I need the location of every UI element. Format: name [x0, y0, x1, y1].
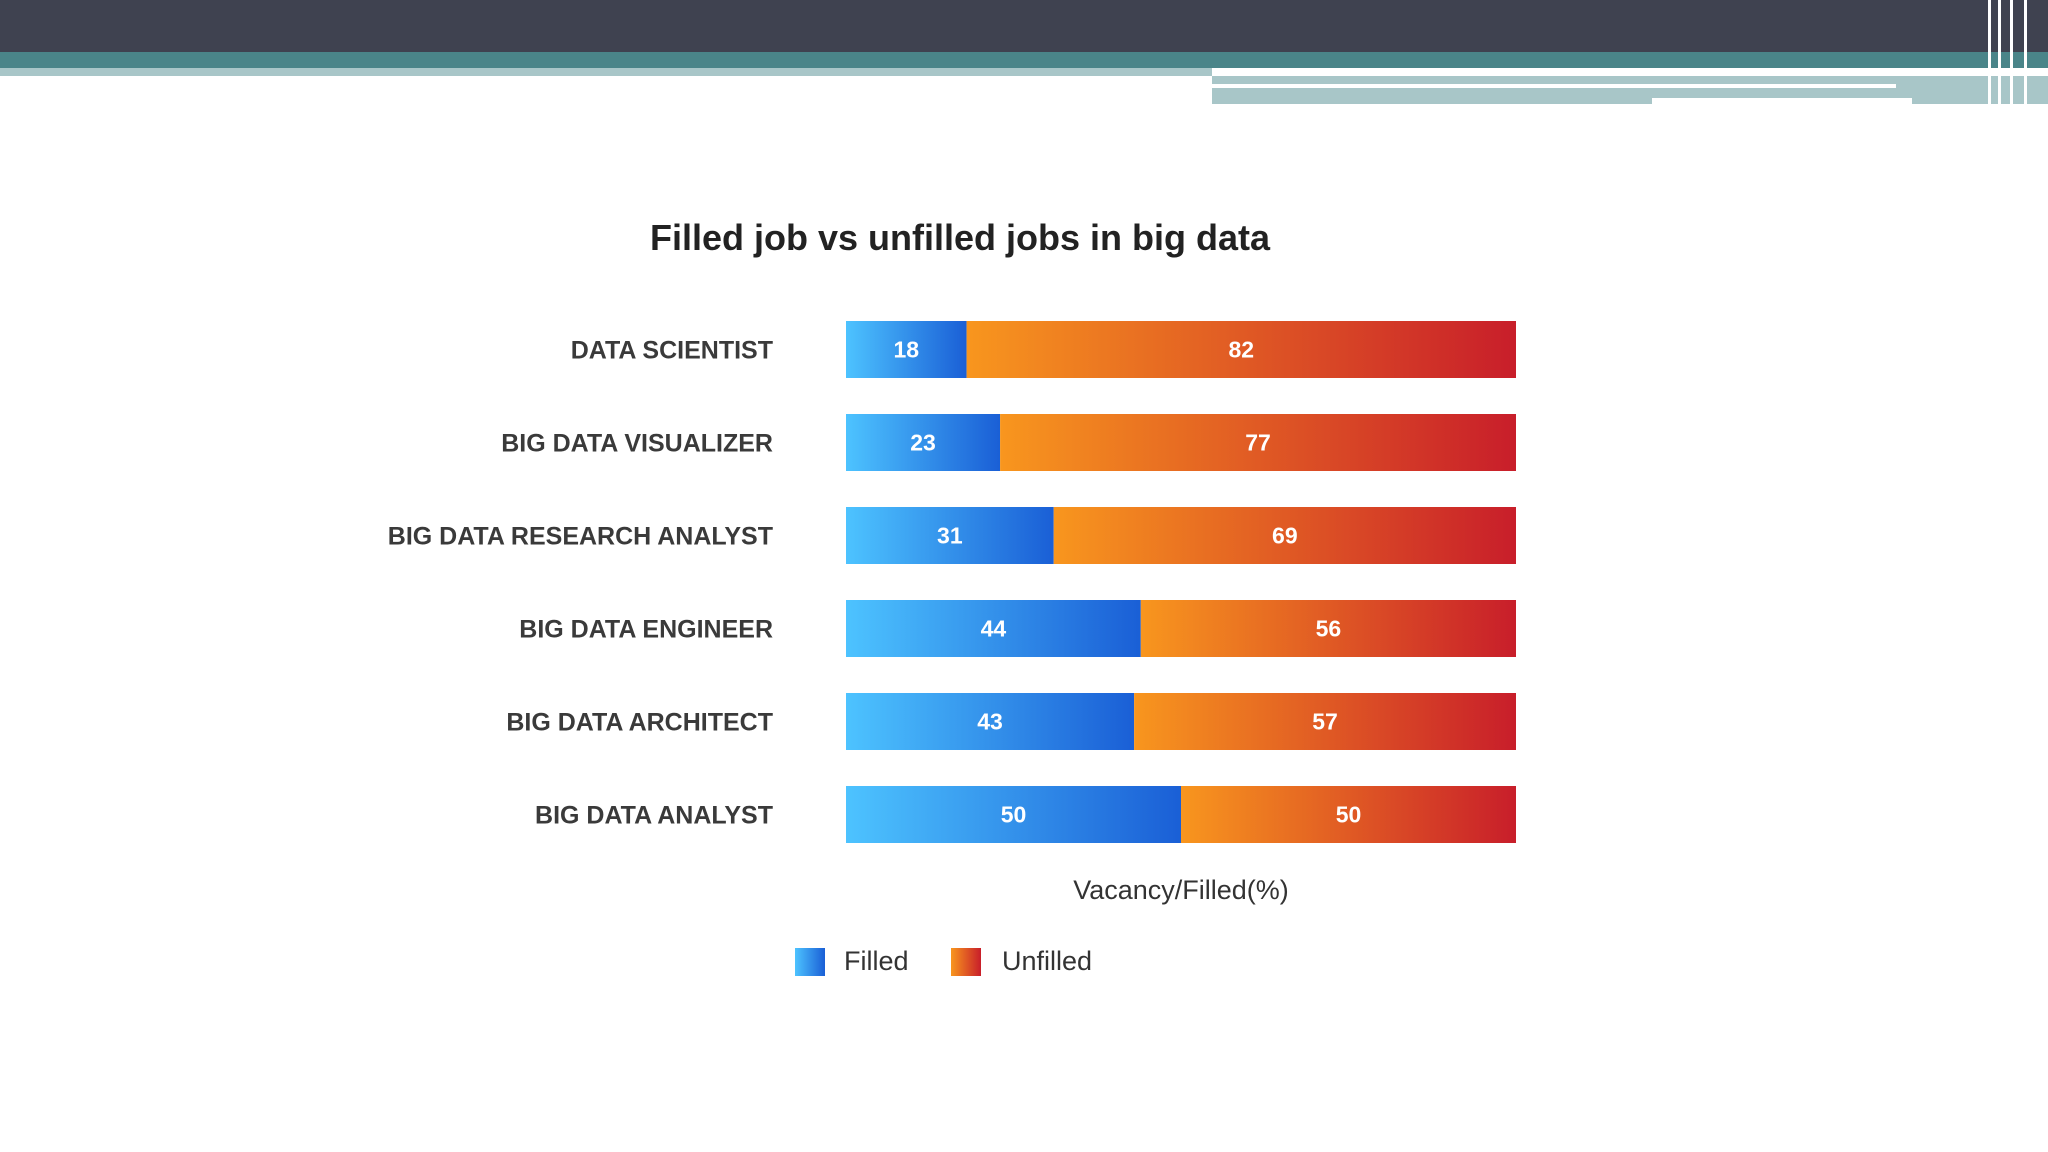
- bar-value-label: 50: [1001, 802, 1027, 828]
- category-label: BIG DATA ANALYST: [535, 802, 773, 830]
- header-light-strip-left: [0, 68, 1212, 76]
- header-stripe: [1998, 0, 2001, 104]
- bar-segment-unfilled: [1000, 414, 1516, 471]
- legend-swatch-unfilled: [951, 948, 981, 976]
- header-dark-band: [0, 0, 2048, 52]
- category-label: BIG DATA RESEARCH ANALYST: [388, 523, 773, 551]
- x-axis-label: Vacancy/Filled(%): [1073, 875, 1289, 905]
- bar-segment-filled: [846, 786, 1181, 843]
- bar-value-label: 44: [981, 616, 1007, 642]
- legend-label-filled: Filled: [844, 946, 909, 976]
- bar-row: BIG DATA RESEARCH ANALYST 31 69: [388, 507, 1516, 564]
- legend-label-unfilled: Unfilled: [1002, 946, 1092, 976]
- bar-segment-unfilled: [966, 321, 1516, 378]
- bar-segment-unfilled: [1053, 507, 1516, 564]
- bar-row: DATA SCIENTIST 18 82: [571, 321, 1516, 378]
- bar-row: BIG DATA ARCHITECT 43 57: [506, 693, 1516, 750]
- category-label: DATA SCIENTIST: [571, 337, 773, 365]
- bar-value-label: 31: [937, 523, 963, 549]
- header-stripe: [1988, 0, 1991, 104]
- bar-value-label: 50: [1336, 802, 1362, 828]
- chart-title: Filled job vs unfilled jobs in big data: [650, 217, 1271, 258]
- header-stripe: [2024, 0, 2027, 104]
- bar-value-label: 56: [1316, 616, 1342, 642]
- category-label: BIG DATA ARCHITECT: [506, 709, 773, 737]
- bar-value-label: 77: [1245, 430, 1271, 456]
- header-white-notch: [1652, 98, 1912, 104]
- bar-segment-filled: [846, 600, 1141, 657]
- header-stripe: [2010, 0, 2013, 104]
- bar-segment-filled: [846, 321, 967, 378]
- header-teal-band: [0, 52, 2048, 68]
- legend-swatch-filled: [795, 948, 825, 976]
- bar-value-label: 57: [1312, 709, 1338, 735]
- bar-segment-filled: [846, 414, 1001, 471]
- bars-layer: DATA SCIENTIST 18 82 BIG DATA VISUALIZER 23 7…: [388, 321, 1516, 843]
- bar-segment-filled: [846, 693, 1135, 750]
- legend: Filled Unfilled: [795, 946, 1092, 976]
- bar-segment-filled: [846, 507, 1054, 564]
- bar-segment-unfilled: [1140, 600, 1516, 657]
- category-label: BIG DATA VISUALIZER: [501, 430, 773, 458]
- bar-value-label: 43: [977, 709, 1003, 735]
- bar-value-label: 18: [894, 337, 920, 363]
- bar-row: BIG DATA ANALYST 50 50: [535, 786, 1516, 843]
- bar-segment-unfilled: [1181, 786, 1516, 843]
- bar-value-label: 69: [1272, 523, 1298, 549]
- category-label: BIG DATA ENGINEER: [519, 616, 773, 644]
- bar-value-label: 23: [910, 430, 936, 456]
- slide-header-decoration: [0, 0, 2048, 104]
- bar-segment-unfilled: [1134, 693, 1516, 750]
- bar-value-label: 82: [1229, 337, 1255, 363]
- header-white-line: [1212, 84, 1896, 88]
- bar-row: BIG DATA VISUALIZER 23 77: [501, 414, 1516, 471]
- bar-row: BIG DATA ENGINEER 44 56: [519, 600, 1516, 657]
